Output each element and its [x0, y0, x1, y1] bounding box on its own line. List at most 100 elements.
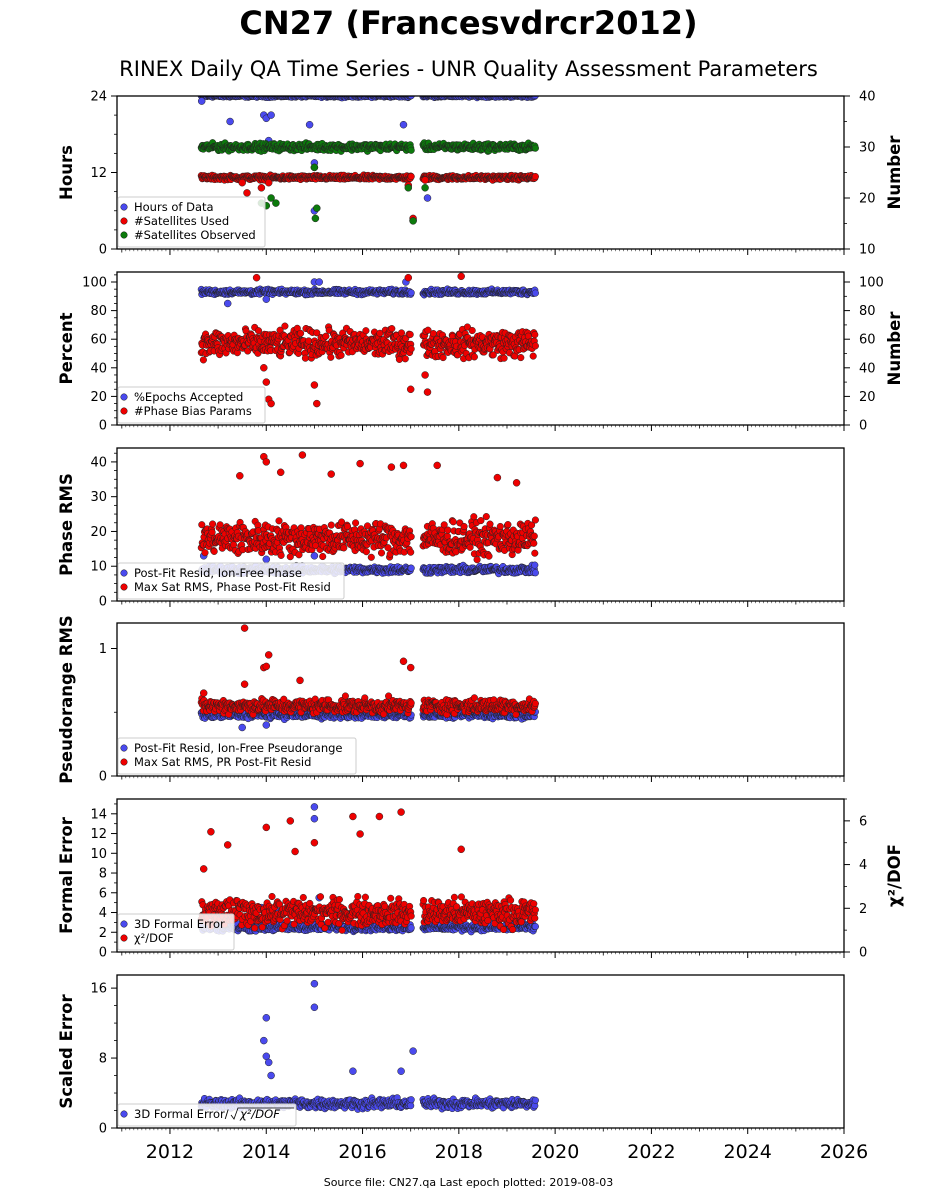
data-point [310, 552, 319, 560]
data-point [397, 329, 406, 337]
data-point [201, 549, 209, 557]
data-point [337, 351, 345, 359]
y-tick-label: 20 [90, 525, 107, 540]
legend-marker [120, 203, 128, 211]
data-point [267, 399, 275, 408]
data-point [407, 96, 415, 100]
data-point [254, 327, 263, 335]
data-points [197, 272, 539, 408]
data-point [305, 337, 313, 345]
y-tick-label: 80 [90, 304, 107, 319]
y-right-tick-label: 10 [859, 243, 876, 258]
data-point [485, 552, 493, 560]
legend-label: Post-Fit Resid, Ion-Free Phase [134, 566, 302, 580]
data-point [517, 354, 525, 362]
data-point [457, 272, 465, 281]
data-point [238, 178, 246, 187]
data-point [529, 352, 537, 360]
y-right-axis-label: Number [885, 311, 904, 386]
data-point [395, 355, 403, 363]
y-tick-label: 40 [90, 455, 107, 470]
data-point [264, 178, 273, 187]
data-point [262, 458, 271, 466]
data-point [470, 353, 478, 361]
data-point [421, 184, 429, 192]
legend: Hours of Data#Satellites Used#Satellites… [117, 196, 266, 248]
data-points [197, 451, 539, 578]
data-point [399, 120, 408, 129]
data-point [276, 468, 285, 477]
y-tick-label: 0 [99, 419, 107, 434]
legend-label: #Phase Bias Params [134, 404, 252, 418]
data-point [407, 345, 415, 353]
data-point [399, 461, 408, 470]
data-point [313, 204, 321, 212]
data-point [352, 519, 360, 527]
data-point [421, 371, 429, 379]
data-point [243, 189, 251, 197]
y-tick-label: 24 [90, 90, 107, 105]
data-point [404, 273, 413, 282]
data-point [466, 543, 474, 551]
y-axis-label: Hours [57, 145, 76, 200]
data-point [210, 547, 218, 555]
data-point [388, 325, 396, 333]
data-point [401, 355, 409, 363]
data-point [322, 332, 330, 340]
y-right-tick-label: 20 [859, 390, 876, 405]
y-right-tick-label: 40 [859, 90, 876, 105]
y-tick-label: 0 [99, 243, 107, 258]
data-point [319, 552, 327, 561]
data-point [384, 544, 392, 552]
y-right-tick-label: 60 [859, 333, 876, 348]
data-point [197, 97, 206, 105]
y-tick-label: 100 [82, 276, 107, 291]
data-point [277, 551, 285, 559]
legend-box [117, 196, 266, 248]
data-point [482, 513, 490, 521]
data-point [267, 194, 275, 202]
data-point [407, 564, 415, 572]
data-point [531, 144, 539, 152]
data-point [362, 548, 370, 556]
data-point [340, 544, 348, 552]
legend-marker [120, 583, 128, 591]
data-point [327, 521, 335, 529]
data-point [531, 96, 539, 100]
data-point [486, 520, 494, 528]
data-point [433, 461, 441, 470]
data-point [208, 528, 216, 536]
data-point [512, 479, 521, 487]
data-point [387, 463, 396, 471]
data-point [310, 381, 319, 389]
y-tick-label: 0 [99, 595, 107, 610]
data-point [531, 569, 539, 577]
data-point [407, 172, 415, 181]
data-point [531, 289, 539, 297]
data-point [281, 322, 289, 330]
data-points [197, 96, 539, 225]
y-right-tick-label: 0 [859, 419, 867, 434]
data-point [226, 117, 234, 126]
y-right-axis-label: Number [885, 135, 904, 210]
y-tick-label: 10 [90, 560, 107, 575]
data-point [297, 329, 305, 337]
data-point [460, 522, 468, 531]
data-point [473, 556, 481, 564]
data-point [404, 184, 413, 192]
data-point [262, 295, 271, 303]
data-point [439, 354, 447, 362]
data-point [209, 520, 217, 528]
data-point [444, 526, 452, 534]
legend-label: #Satellites Observed [134, 228, 256, 242]
data-point [262, 555, 271, 564]
data-point [409, 217, 417, 225]
data-point [367, 553, 375, 561]
data-point [531, 561, 539, 569]
data-point [315, 278, 323, 286]
y-right-tick-label: 20 [859, 192, 876, 207]
legend-marker [120, 393, 128, 401]
data-points [197, 624, 539, 732]
